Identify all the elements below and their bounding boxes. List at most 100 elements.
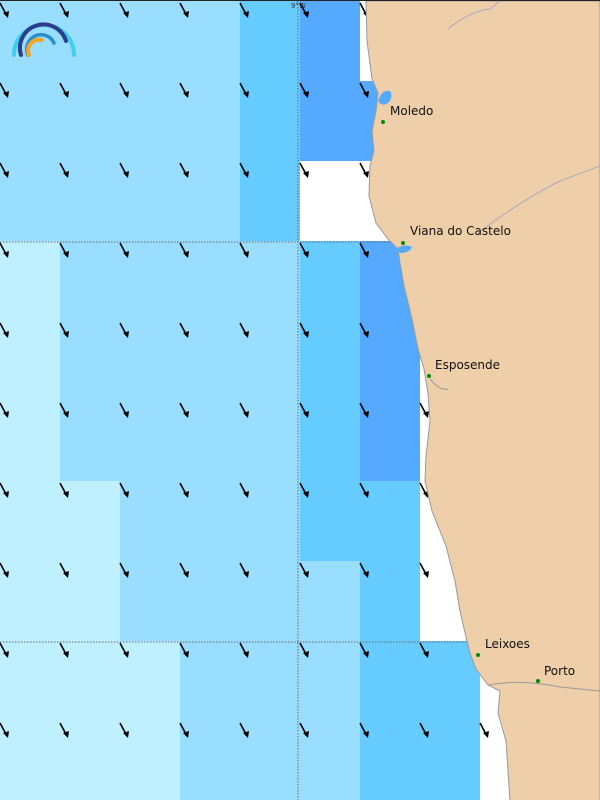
wind-arrow-icon (179, 562, 189, 578)
wind-arrow-icon (119, 162, 129, 178)
grid-cell (300, 401, 360, 481)
grid-cell (360, 721, 420, 800)
wind-arrow-icon (119, 322, 129, 338)
grid-cell (240, 641, 300, 721)
wind-arrow-icon (239, 242, 249, 258)
grid-cell (60, 481, 120, 561)
wind-arrow-icon (299, 162, 309, 178)
grid-cell (60, 81, 120, 161)
wind-arrow-icon (179, 322, 189, 338)
wind-arrow-icon (59, 242, 69, 258)
grid-cell (180, 81, 240, 161)
wind-arrow-icon (359, 162, 369, 178)
grid-cell (420, 721, 480, 800)
grid-cell (0, 641, 60, 721)
grid-cell (300, 321, 360, 401)
grid-cell (300, 561, 360, 641)
grid-cell (60, 561, 120, 641)
river-line (447, 1, 501, 30)
grid-cell (120, 81, 180, 161)
wind-arrow-icon (239, 642, 249, 658)
wind-arrow-icon (119, 642, 129, 658)
wind-arrow-icon (359, 402, 369, 418)
grid-cell (60, 161, 120, 241)
wind-arrow-icon (299, 642, 309, 658)
grid-cell (360, 321, 420, 401)
grid-cell (300, 81, 360, 161)
estuary (396, 245, 412, 253)
river-line (487, 681, 600, 692)
grid-cell (360, 481, 420, 561)
grid-cell (0, 241, 60, 321)
land-area (365, 1, 600, 800)
wind-arrow-icon (119, 402, 129, 418)
wind-arrow-icon (239, 2, 249, 18)
wind-arrow-icon (299, 242, 309, 258)
grid-cell (360, 401, 420, 481)
grid-cell (180, 1, 240, 81)
river-line (477, 165, 600, 234)
grid-cell (60, 641, 120, 721)
grid-cell (300, 481, 360, 561)
grid-cell (180, 641, 240, 721)
city-label-viana-do-castelo: Viana do Castelo (410, 224, 511, 238)
wind-arrow-icon (239, 82, 249, 98)
wind-arrow-icon (179, 2, 189, 18)
wind-arrow-icon (0, 402, 9, 418)
grid-cell (240, 161, 300, 241)
grid-cell (180, 481, 240, 561)
wind-arrow-icon (299, 402, 309, 418)
grid-cell (240, 81, 300, 161)
wind-arrow-icon (119, 482, 129, 498)
grid-cell (240, 481, 300, 561)
wind-arrow-icon (0, 162, 9, 178)
wind-arrow-icon (239, 482, 249, 498)
grid-cell (60, 401, 120, 481)
wind-arrow-icon (119, 242, 129, 258)
grid-cell (240, 241, 300, 321)
wind-arrow-icon (179, 402, 189, 418)
wind-arrow-icon (0, 562, 9, 578)
grid-cell (300, 641, 360, 721)
grid-cell (180, 721, 240, 800)
grid-cell (120, 721, 180, 800)
grid-cell (180, 561, 240, 641)
wind-arrow-icon (359, 242, 369, 258)
wind-arrow-icon (239, 562, 249, 578)
grid-cell (0, 321, 60, 401)
wind-arrow-icon (239, 162, 249, 178)
river-line (429, 378, 449, 390)
wind-arrow-icon (359, 82, 369, 98)
city-label-esposende: Esposende (435, 358, 501, 372)
grid-cell (120, 641, 180, 721)
grid-cell (0, 481, 60, 561)
grid-cell (120, 321, 180, 401)
wind-arrow-icon (299, 722, 309, 738)
wind-arrow-icon (239, 402, 249, 418)
grid-cell (300, 241, 360, 321)
wind-arrow-icon (0, 2, 9, 18)
wind-arrow-icon (59, 642, 69, 658)
grid-cell (120, 561, 180, 641)
wind-arrow-icon (59, 562, 69, 578)
wind-arrow-icon (419, 402, 429, 418)
grid-cell (180, 241, 240, 321)
wind-arrow-icon (59, 722, 69, 738)
grid-cell (0, 81, 60, 161)
grid-cell (300, 1, 360, 81)
city-dot (476, 653, 480, 657)
grid-cell (360, 641, 420, 721)
grid-cell (240, 561, 300, 641)
city-label-moledo: Moledo (390, 104, 434, 118)
city-dot (427, 374, 431, 378)
grid-cell (0, 401, 60, 481)
wind-arrow-icon (299, 482, 309, 498)
grid-cell (240, 721, 300, 800)
wind-arrow-icon (419, 722, 429, 738)
grid-cell (0, 721, 60, 800)
wind-arrow-icon (0, 642, 9, 658)
city-dot (401, 241, 405, 245)
wind-arrow-icon (59, 322, 69, 338)
